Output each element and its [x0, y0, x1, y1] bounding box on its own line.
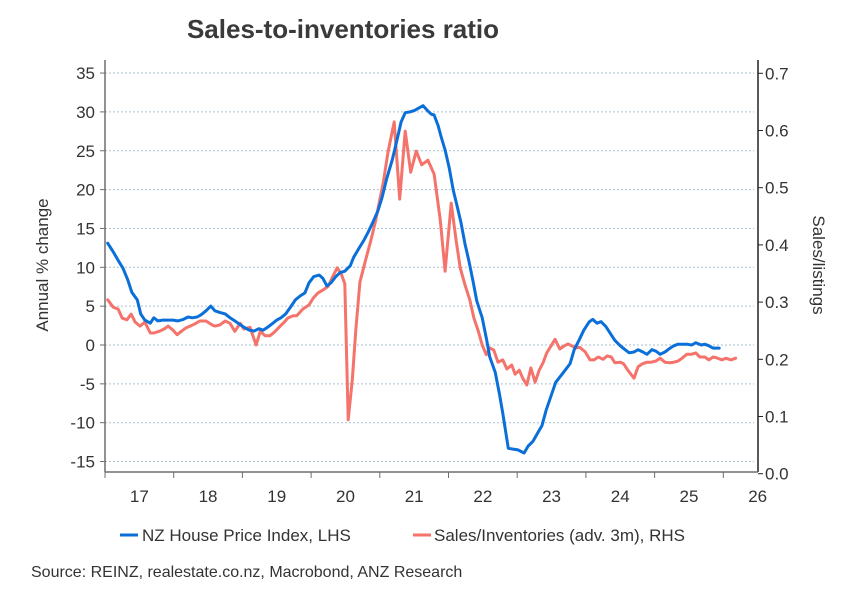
legend-label-sales-inventories: Sales/Inventories (adv. 3m), RHS [434, 526, 685, 545]
chart-title: Sales-to-inventories ratio [187, 14, 499, 44]
series-line-sales-inventories [106, 120, 738, 422]
source-note: Source: REINZ, realestate.co.nz, Macrobo… [31, 564, 462, 581]
y-right-tick-label: 0.1 [765, 408, 789, 427]
y-left-tick-label: 20 [76, 181, 95, 200]
y-right-tick-label: 0.7 [765, 64, 789, 83]
y-right-tick-label: 0.3 [765, 293, 789, 312]
tick-labels: 35 30 25 20 15 10 5 0 -5 -10 -15 0.7 0.6 0.5 0.4 0.3 0.2… [70, 64, 788, 506]
y-left-tick-label: 5 [86, 297, 95, 316]
x-tick-label: 19 [267, 487, 286, 506]
y-right-tick-label: 0.5 [765, 179, 789, 198]
legend: NZ House Price Index, LHS Sales/Inventor… [120, 526, 685, 545]
y-right-tick-label: 0.2 [765, 350, 789, 369]
y-right-tick-label: 0.6 [765, 122, 789, 141]
y-left-tick-label: 30 [76, 103, 95, 122]
y-left-tick-label: -15 [70, 453, 95, 472]
y-left-tick-label: 25 [76, 142, 95, 161]
series-lines [106, 104, 738, 455]
x-tick-label: 18 [199, 487, 218, 506]
gridlines [105, 72, 754, 463]
x-tick-label: 20 [336, 487, 355, 506]
series-line-house-price [106, 104, 721, 455]
x-tick-label: 23 [542, 487, 561, 506]
legend-label-house-price: NZ House Price Index, LHS [142, 526, 351, 545]
y-left-tick-label: 10 [76, 258, 95, 277]
x-tick-label: 21 [405, 487, 424, 506]
y-left-tick-label: 15 [76, 219, 95, 238]
y-right-tick-label: 0.0 [765, 465, 789, 484]
x-tick-label: 22 [473, 487, 492, 506]
y-left-tick-label: 35 [76, 64, 95, 83]
y-left-tick-label: -5 [80, 375, 95, 394]
x-tick-label: 24 [611, 487, 630, 506]
y-left-tick-label: 0 [86, 336, 95, 355]
y-right-tick-label: 0.4 [765, 236, 789, 255]
y-left-tick-label: -10 [70, 414, 95, 433]
y-axis-right-title: Sales/listings [809, 215, 828, 314]
x-tick-label: 26 [748, 487, 767, 506]
x-tick-label: 25 [679, 487, 698, 506]
axes [100, 60, 763, 478]
y-axis-left-title: Annual % change [33, 198, 52, 331]
x-tick-label: 17 [130, 487, 149, 506]
